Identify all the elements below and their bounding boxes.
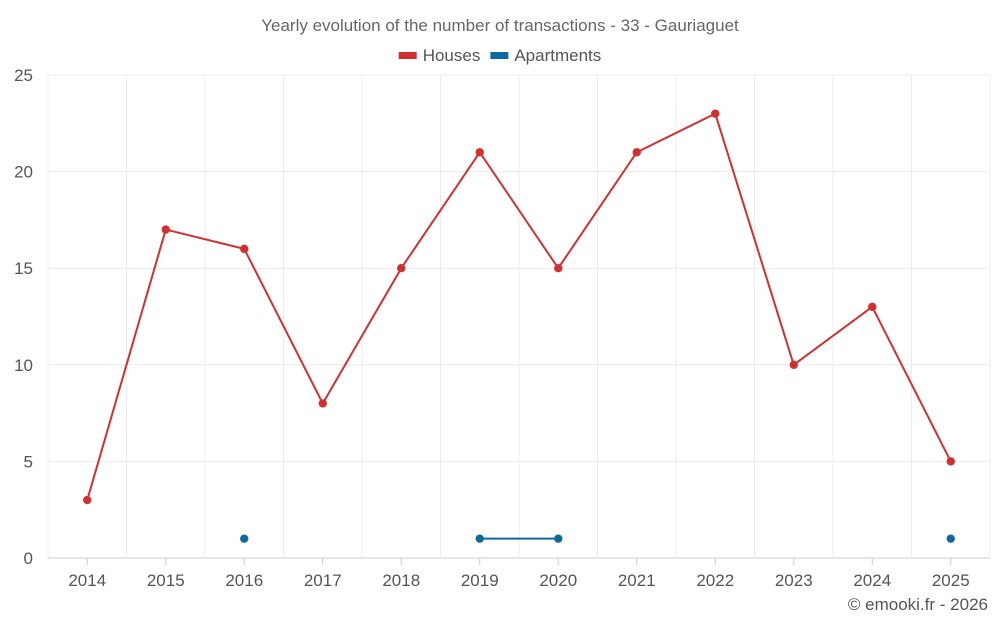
data-point-apartments — [240, 534, 249, 543]
x-tick-label: 2014 — [68, 571, 106, 590]
legend-swatch-apartments — [490, 52, 509, 59]
credit-text: © emooki.fr - 2026 — [848, 595, 988, 614]
data-point-houses — [397, 264, 406, 273]
data-point-houses — [711, 109, 720, 118]
series-layer — [83, 109, 955, 543]
chart-title: Yearly evolution of the number of transa… — [261, 16, 739, 35]
data-point-apartments — [946, 534, 955, 543]
x-tick-label: 2018 — [382, 571, 420, 590]
x-tick-label: 2015 — [147, 571, 185, 590]
x-tick-label: 2024 — [853, 571, 891, 590]
x-tick-label: 2016 — [225, 571, 263, 590]
x-axis-ticks: 2014 2015 2016 2017 2018 2019 2020 2021 2022 2023… — [68, 558, 970, 590]
series-line-houses — [86, 112, 952, 501]
data-point-houses — [946, 457, 955, 466]
data-point-houses — [632, 148, 641, 157]
data-point-apartments — [554, 534, 563, 543]
legend-label-apartments: Apartments — [514, 46, 601, 65]
x-tick-label: 2023 — [775, 571, 813, 590]
x-tick-label: 2025 — [932, 571, 970, 590]
data-point-apartments — [475, 534, 484, 543]
data-point-houses — [868, 302, 877, 312]
data-point-houses — [475, 148, 484, 157]
y-tick-label: 0 — [24, 549, 33, 568]
data-point-houses — [83, 495, 92, 505]
x-tick-label: 2020 — [539, 571, 577, 590]
x-tick-label: 2019 — [461, 571, 499, 590]
data-point-houses — [789, 360, 798, 369]
x-tick-label: 2021 — [618, 571, 656, 590]
y-tick-label: 20 — [14, 163, 33, 182]
y-tick-label: 25 — [14, 66, 33, 85]
y-axis-ticks: 0 5 10 15 20 25 — [14, 66, 33, 568]
data-point-houses — [554, 264, 563, 273]
grid — [47, 74, 991, 559]
x-tick-label: 2017 — [304, 571, 342, 590]
y-tick-label: 15 — [14, 259, 33, 278]
x-tick-label: 2022 — [696, 571, 734, 590]
legend-label-houses: Houses — [423, 46, 481, 65]
data-point-houses — [161, 225, 170, 234]
data-point-houses — [240, 244, 249, 254]
legend-swatch-houses — [398, 52, 417, 59]
legend: Houses Apartments — [398, 46, 601, 65]
y-tick-label: 5 — [24, 452, 33, 471]
data-point-houses — [318, 399, 327, 408]
y-tick-label: 10 — [14, 356, 33, 375]
